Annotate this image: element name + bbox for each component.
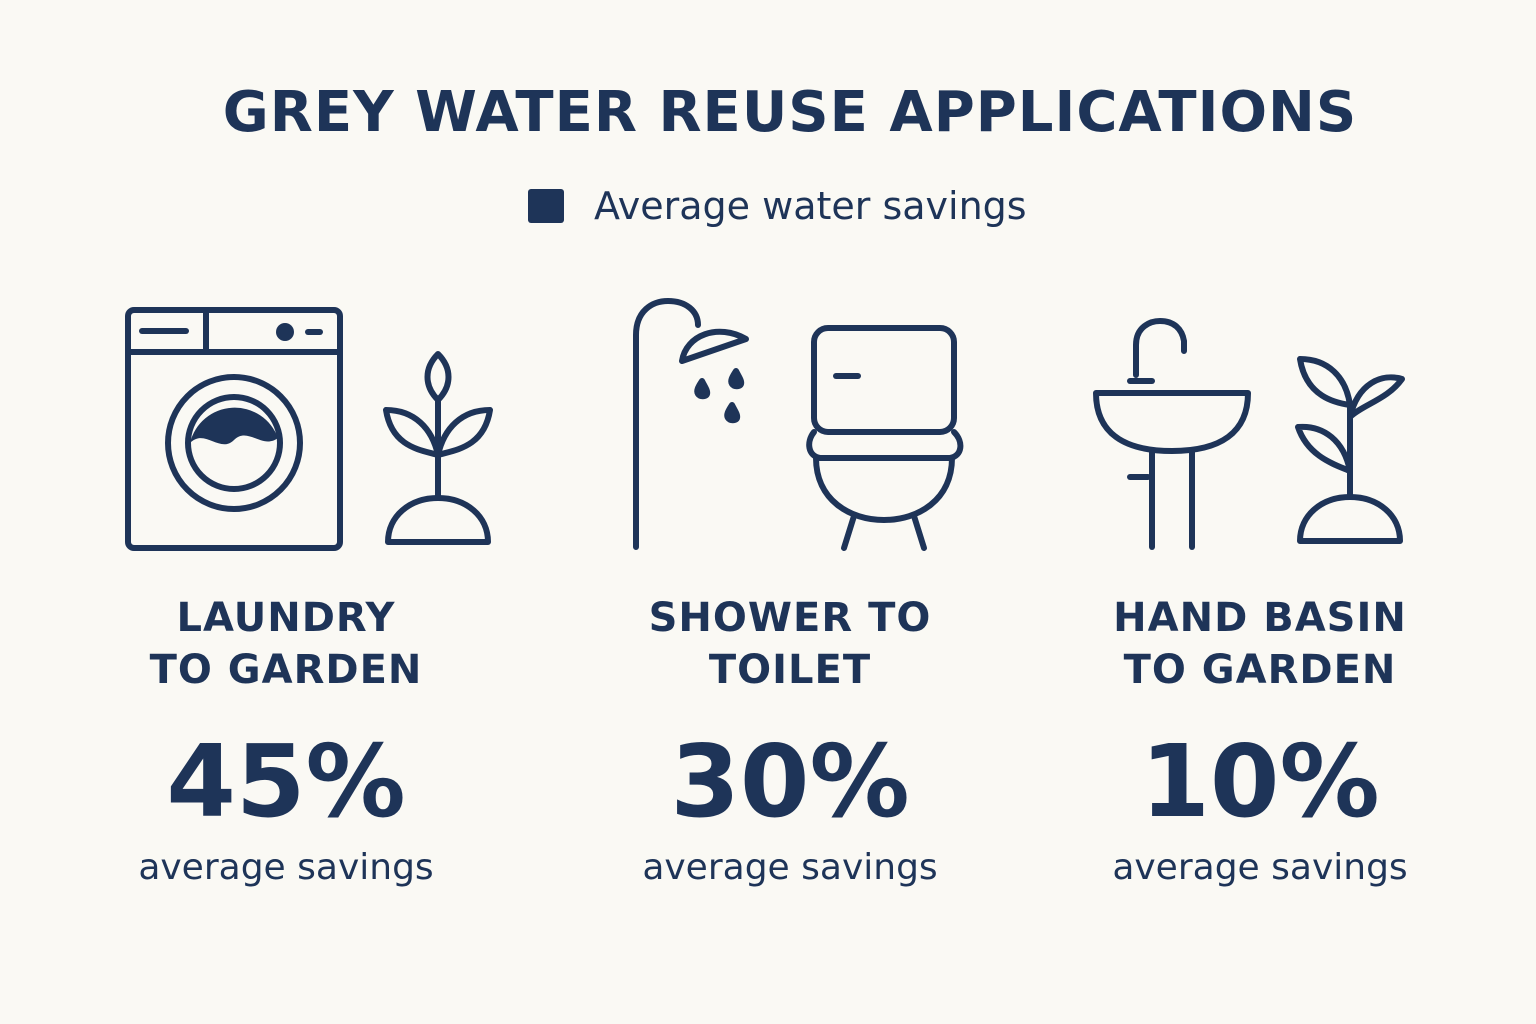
item-label-line2: TOILET bbox=[708, 647, 872, 693]
item-label: HAND BASIN TO GARDEN bbox=[1010, 592, 1510, 696]
item-label: SHOWER TO TOILET bbox=[540, 592, 1040, 696]
item-value: 30% bbox=[670, 723, 910, 840]
sink-icon bbox=[1093, 318, 1251, 550]
shower-icon bbox=[633, 298, 749, 550]
plant-icon bbox=[383, 351, 493, 545]
legend-label: Average water savings bbox=[594, 184, 1027, 228]
item-value: 45% bbox=[166, 723, 406, 840]
item-value: 10% bbox=[1140, 723, 1380, 840]
toilet-icon bbox=[806, 325, 964, 551]
item-label: LAUNDRY TO GARDEN bbox=[36, 592, 536, 696]
item-laundry-to-garden: LAUNDRY TO GARDEN 45% average savings bbox=[36, 592, 536, 890]
item-sub-label: average savings bbox=[138, 847, 434, 888]
legend-swatch bbox=[528, 189, 564, 223]
item-label-line1: LAUNDRY bbox=[176, 595, 396, 641]
item-hand-basin-to-garden: HAND BASIN TO GARDEN 10% average savings bbox=[1010, 592, 1510, 890]
item-label-line2: TO GARDEN bbox=[149, 647, 423, 693]
item-shower-to-toilet: SHOWER TO TOILET 30% average savings bbox=[540, 592, 1040, 890]
item-label-line2: TO GARDEN bbox=[1123, 647, 1397, 693]
item-sub-label: average savings bbox=[642, 847, 938, 888]
legend: Average water savings bbox=[528, 184, 1027, 228]
item-sub-label: average savings bbox=[1112, 847, 1408, 888]
washing-machine-icon bbox=[125, 307, 343, 551]
plant-icon bbox=[1295, 356, 1405, 544]
item-label-line1: HAND BASIN bbox=[1113, 595, 1407, 641]
item-label-line1: SHOWER TO bbox=[648, 595, 932, 641]
page-title: GREY WATER REUSE APPLICATIONS bbox=[222, 80, 1358, 145]
